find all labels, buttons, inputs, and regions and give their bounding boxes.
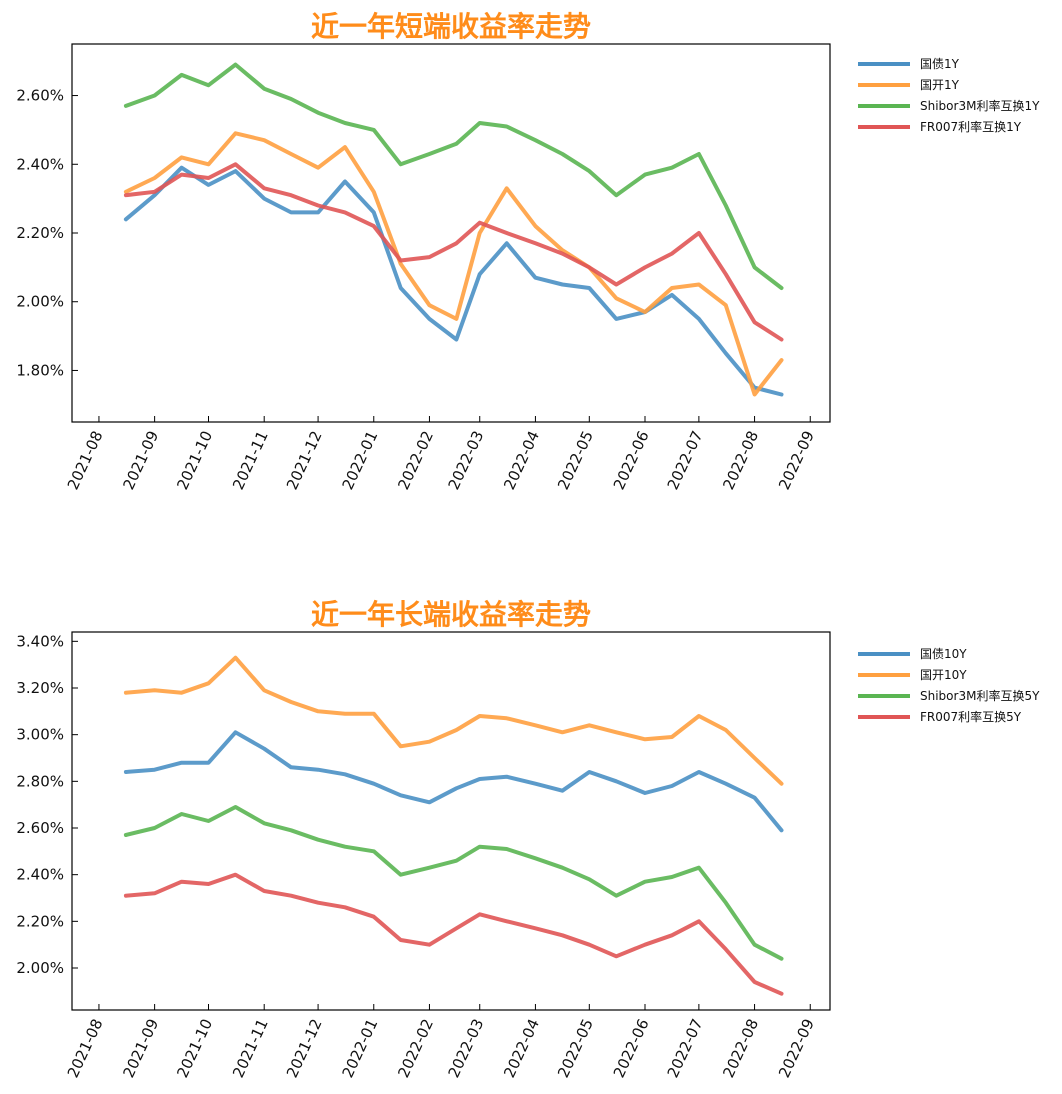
y-tick-label: 2.60%	[16, 819, 64, 837]
x-tick-label: 2022-01	[339, 428, 382, 492]
x-tick-label: 2022-05	[554, 428, 597, 492]
x-tick-label: 2021-12	[283, 1016, 326, 1080]
x-tick-label: 2022-03	[445, 1016, 488, 1080]
legend: 国债10Y 国开10Y Shibor3M利率互换5Y FR007利率互换5Y	[858, 647, 1040, 724]
x-tick-label: 2022-06	[610, 1016, 653, 1080]
series-line-1	[123, 165, 784, 397]
y-tick-label: 2.20%	[16, 224, 64, 242]
x-tick-label: 2022-04	[500, 428, 543, 492]
plot-frame	[71, 631, 831, 1011]
series-line-1	[123, 730, 784, 833]
x-tick-label: 2022-07	[664, 428, 707, 492]
y-tick-label: 2.40%	[16, 866, 64, 884]
legend: 国债1Y 国开1Y Shibor3M利率互换1Y FR007利率互换1Y	[858, 57, 1040, 134]
x-tick-label: 2022-03	[445, 428, 488, 492]
x-tick-label: 2022-07	[664, 1016, 707, 1080]
x-tick-label: 2022-06	[610, 428, 653, 492]
y-tick-label: 2.00%	[16, 293, 64, 311]
series-line-4	[123, 872, 784, 996]
y-tick-label: 3.00%	[16, 726, 64, 744]
chart-2: 近一年长端收益率走势 2.00% 2.20% 2.40% 2.60% 2.80% 3.00%…	[16, 598, 1040, 1081]
x-tick-label: 2022-08	[719, 1016, 762, 1080]
x-tick-label: 2021-10	[173, 1016, 216, 1080]
x-tick-label: 2021-09	[119, 428, 162, 492]
series-line-2	[123, 655, 784, 786]
x-tick-label: 2022-02	[394, 428, 437, 492]
chart-title: 近一年短端收益率走势	[311, 10, 591, 43]
y-tick-label: 2.80%	[16, 772, 64, 790]
x-tick-label: 2021-08	[64, 1016, 107, 1080]
y-tick-label: 2.40%	[16, 155, 64, 173]
x-tick-label: 2022-09	[775, 428, 818, 492]
legend-label: Shibor3M利率互换5Y	[920, 688, 1040, 703]
series-line-4	[123, 162, 784, 342]
legend-label: Shibor3M利率互换1Y	[920, 98, 1040, 113]
series-line-3	[123, 805, 784, 961]
x-tick-label: 2022-09	[775, 1016, 818, 1080]
legend-label: 国开1Y	[920, 78, 960, 92]
x-tick-label: 2021-10	[173, 428, 216, 492]
chart-1: 近一年短端收益率走势 1.80% 2.00% 2.20% 2.40% 2.60% 2021-…	[16, 10, 1040, 493]
y-tick-label: 2.60%	[16, 87, 64, 105]
y-tick-label: 3.20%	[16, 679, 64, 697]
series-line-3	[123, 62, 784, 290]
legend-label: FR007利率互换1Y	[920, 119, 1022, 134]
x-tick-label: 2022-02	[394, 1016, 437, 1080]
x-tick-label: 2022-04	[500, 1016, 543, 1080]
x-tick-label: 2022-05	[554, 1016, 597, 1080]
chart-title: 近一年长端收益率走势	[311, 598, 591, 631]
x-tick-label: 2021-08	[64, 428, 107, 492]
legend-label: 国债1Y	[920, 57, 960, 71]
plot-frame	[71, 43, 831, 423]
y-tick-label: 2.00%	[16, 959, 64, 977]
y-tick-label: 2.20%	[16, 912, 64, 930]
x-tick-label: 2021-11	[229, 1016, 272, 1080]
y-tick-label: 3.40%	[16, 632, 64, 650]
legend-label: FR007利率互换5Y	[920, 709, 1022, 724]
x-tick-label: 2021-09	[119, 1016, 162, 1080]
x-tick-label: 2022-01	[339, 1016, 382, 1080]
legend-label: 国开10Y	[920, 668, 967, 682]
x-tick-label: 2021-11	[229, 428, 272, 492]
legend-label: 国债10Y	[920, 647, 967, 661]
y-tick-label: 1.80%	[16, 361, 64, 379]
series-line-2	[123, 131, 784, 397]
x-tick-label: 2021-12	[283, 428, 326, 492]
x-tick-label: 2022-08	[719, 428, 762, 492]
